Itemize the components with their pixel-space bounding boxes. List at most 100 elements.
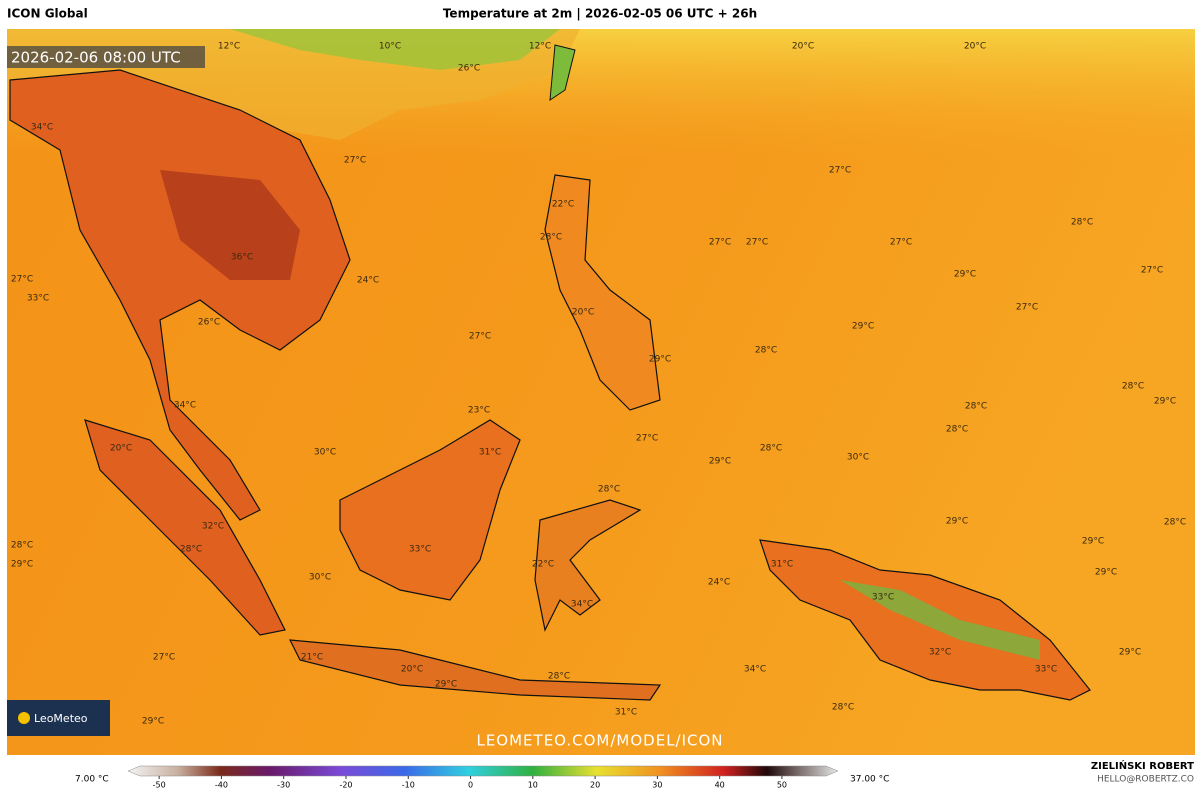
- temperature-label: 33°C: [27, 294, 49, 304]
- temperature-label: 26°C: [198, 318, 220, 328]
- colorbar-tick-label: -40: [215, 781, 228, 790]
- new-guinea-highlands: [840, 580, 1040, 660]
- temperature-label: 21°C: [301, 653, 323, 663]
- temperature-label: 31°C: [771, 560, 793, 570]
- temperature-label: 29°C: [946, 517, 968, 527]
- temperature-labels: 12°C 10°C 12°C 20°C 20°C 26°C 34°C 27°C 27°C 22°C…: [11, 42, 1186, 727]
- model-name: ICON Global: [7, 7, 88, 21]
- temperature-label: 29°C: [142, 717, 164, 727]
- temperature-label: 30°C: [309, 573, 331, 583]
- contact: HELLO@ROBERTZ.CO: [1097, 775, 1194, 785]
- temperature-label: 27°C: [153, 653, 175, 663]
- temperature-label: 29°C: [1119, 648, 1141, 658]
- indochina: [9, 69, 351, 521]
- temperature-label: 27°C: [11, 275, 33, 285]
- temperature-label: 28°C: [760, 444, 782, 454]
- temperature-label: 28°C: [832, 703, 854, 713]
- valid-time-box: [7, 46, 205, 68]
- colorbar-min: 7.00 °C: [75, 775, 109, 785]
- temperature-label: 28°C: [540, 233, 562, 243]
- colorbar-tick-label: 10: [528, 781, 538, 790]
- temperature-label: 24°C: [708, 578, 730, 588]
- temperature-label: 34°C: [31, 123, 53, 133]
- colorbar-ramp: [127, 765, 839, 777]
- temperature-label: 31°C: [615, 708, 637, 718]
- temperature-label: 29°C: [1095, 568, 1117, 578]
- colorbar-tick-label: 20: [590, 781, 600, 790]
- colorbar-tick-label: 50: [777, 781, 787, 790]
- temperature-label: 33°C: [872, 593, 894, 603]
- temperature-label: 20°C: [401, 665, 423, 675]
- colorbar-tick-label: -30: [277, 781, 290, 790]
- colorbar-tick-label: -10: [402, 781, 415, 790]
- author: ZIELIŃSKI ROBERT: [1091, 759, 1194, 772]
- temperature-label: 29°C: [954, 270, 976, 280]
- temperature-label: 27°C: [890, 238, 912, 248]
- colorbar-tick-label: 0: [468, 781, 473, 790]
- temperature-label: 30°C: [847, 453, 869, 463]
- temperature-label: 27°C: [746, 238, 768, 248]
- temperature-label: 24°C: [357, 276, 379, 286]
- valid-time: 2026-02-06 08:00 UTC: [11, 49, 181, 67]
- sulawesi: [534, 499, 642, 632]
- china-cool: [230, 29, 560, 70]
- temperature-label: 20°C: [964, 42, 986, 52]
- temperature-label: 28°C: [548, 672, 570, 682]
- temperature-label: 34°C: [744, 665, 766, 675]
- temperature-label: 23°C: [468, 406, 490, 416]
- map-title: Temperature at 2m | 2026-02-05 06 UTC + …: [443, 7, 757, 21]
- temperature-label: 12°C: [529, 42, 551, 52]
- logo-text: LeoMeteo: [34, 712, 88, 725]
- temperature-label: 29°C: [435, 680, 457, 690]
- temperature-label: 20°C: [792, 42, 814, 52]
- temperature-label: 27°C: [1016, 303, 1038, 313]
- temperature-label: 29°C: [11, 560, 33, 570]
- temperature-label: 31°C: [479, 448, 501, 458]
- colorbar-tick-label: -50: [153, 781, 166, 790]
- temperature-label: 27°C: [709, 238, 731, 248]
- temperature-label: 29°C: [852, 322, 874, 332]
- temperature-label: 29°C: [1154, 397, 1176, 407]
- sumatra: [84, 419, 286, 636]
- temperature-label: 12°C: [218, 42, 240, 52]
- colorbar-tick-label: 40: [715, 781, 725, 790]
- temperature-label: 29°C: [649, 355, 671, 365]
- java: [288, 639, 662, 701]
- temperature-label: 27°C: [636, 434, 658, 444]
- temperature-label: 28°C: [1164, 518, 1186, 528]
- temperature-label: 29°C: [1082, 537, 1104, 547]
- colorbar: 7.00 °C 37.00 °C -50 -40 -30 -20 -10 0 10 20 30 4…: [75, 765, 889, 790]
- thailand-hot: [160, 170, 300, 280]
- temperature-label: 28°C: [180, 545, 202, 555]
- temperature-label: 22°C: [552, 200, 574, 210]
- borneo: [339, 419, 521, 601]
- temperature-label: 29°C: [709, 457, 731, 467]
- temperature-label: 28°C: [11, 541, 33, 551]
- colorbar-max: 37.00 °C: [850, 775, 889, 785]
- temperature-label: 34°C: [174, 401, 196, 411]
- temperature-label: 33°C: [1035, 665, 1057, 675]
- temperature-label: 33°C: [409, 545, 431, 555]
- temperature-label: 28°C: [755, 346, 777, 356]
- temperature-label: 36°C: [231, 253, 253, 263]
- temperature-label: 20°C: [572, 308, 594, 318]
- colorbar-tick-label: 30: [652, 781, 662, 790]
- temperature-label: 28°C: [1122, 382, 1144, 392]
- temperature-label: 10°C: [379, 42, 401, 52]
- temperature-label: 30°C: [314, 448, 336, 458]
- temperature-label: 32°C: [929, 648, 951, 658]
- temperature-label: 27°C: [344, 156, 366, 166]
- temperature-label: 27°C: [469, 332, 491, 342]
- map: 2026-02-06 08:00 UTC 12°C 10°C 12°C 20°C 20°…: [7, 29, 1195, 755]
- temperature-label: 27°C: [829, 166, 851, 176]
- temperature-label: 34°C: [571, 600, 593, 610]
- philippines: [544, 174, 661, 411]
- temperature-label: 22°C: [532, 560, 554, 570]
- temperature-label: 20°C: [110, 444, 132, 454]
- temperature-label: 27°C: [1141, 266, 1163, 276]
- logo-icon: [18, 712, 30, 724]
- temperature-label: 26°C: [458, 64, 480, 74]
- temperature-label: 28°C: [965, 402, 987, 412]
- taiwan: [549, 44, 576, 101]
